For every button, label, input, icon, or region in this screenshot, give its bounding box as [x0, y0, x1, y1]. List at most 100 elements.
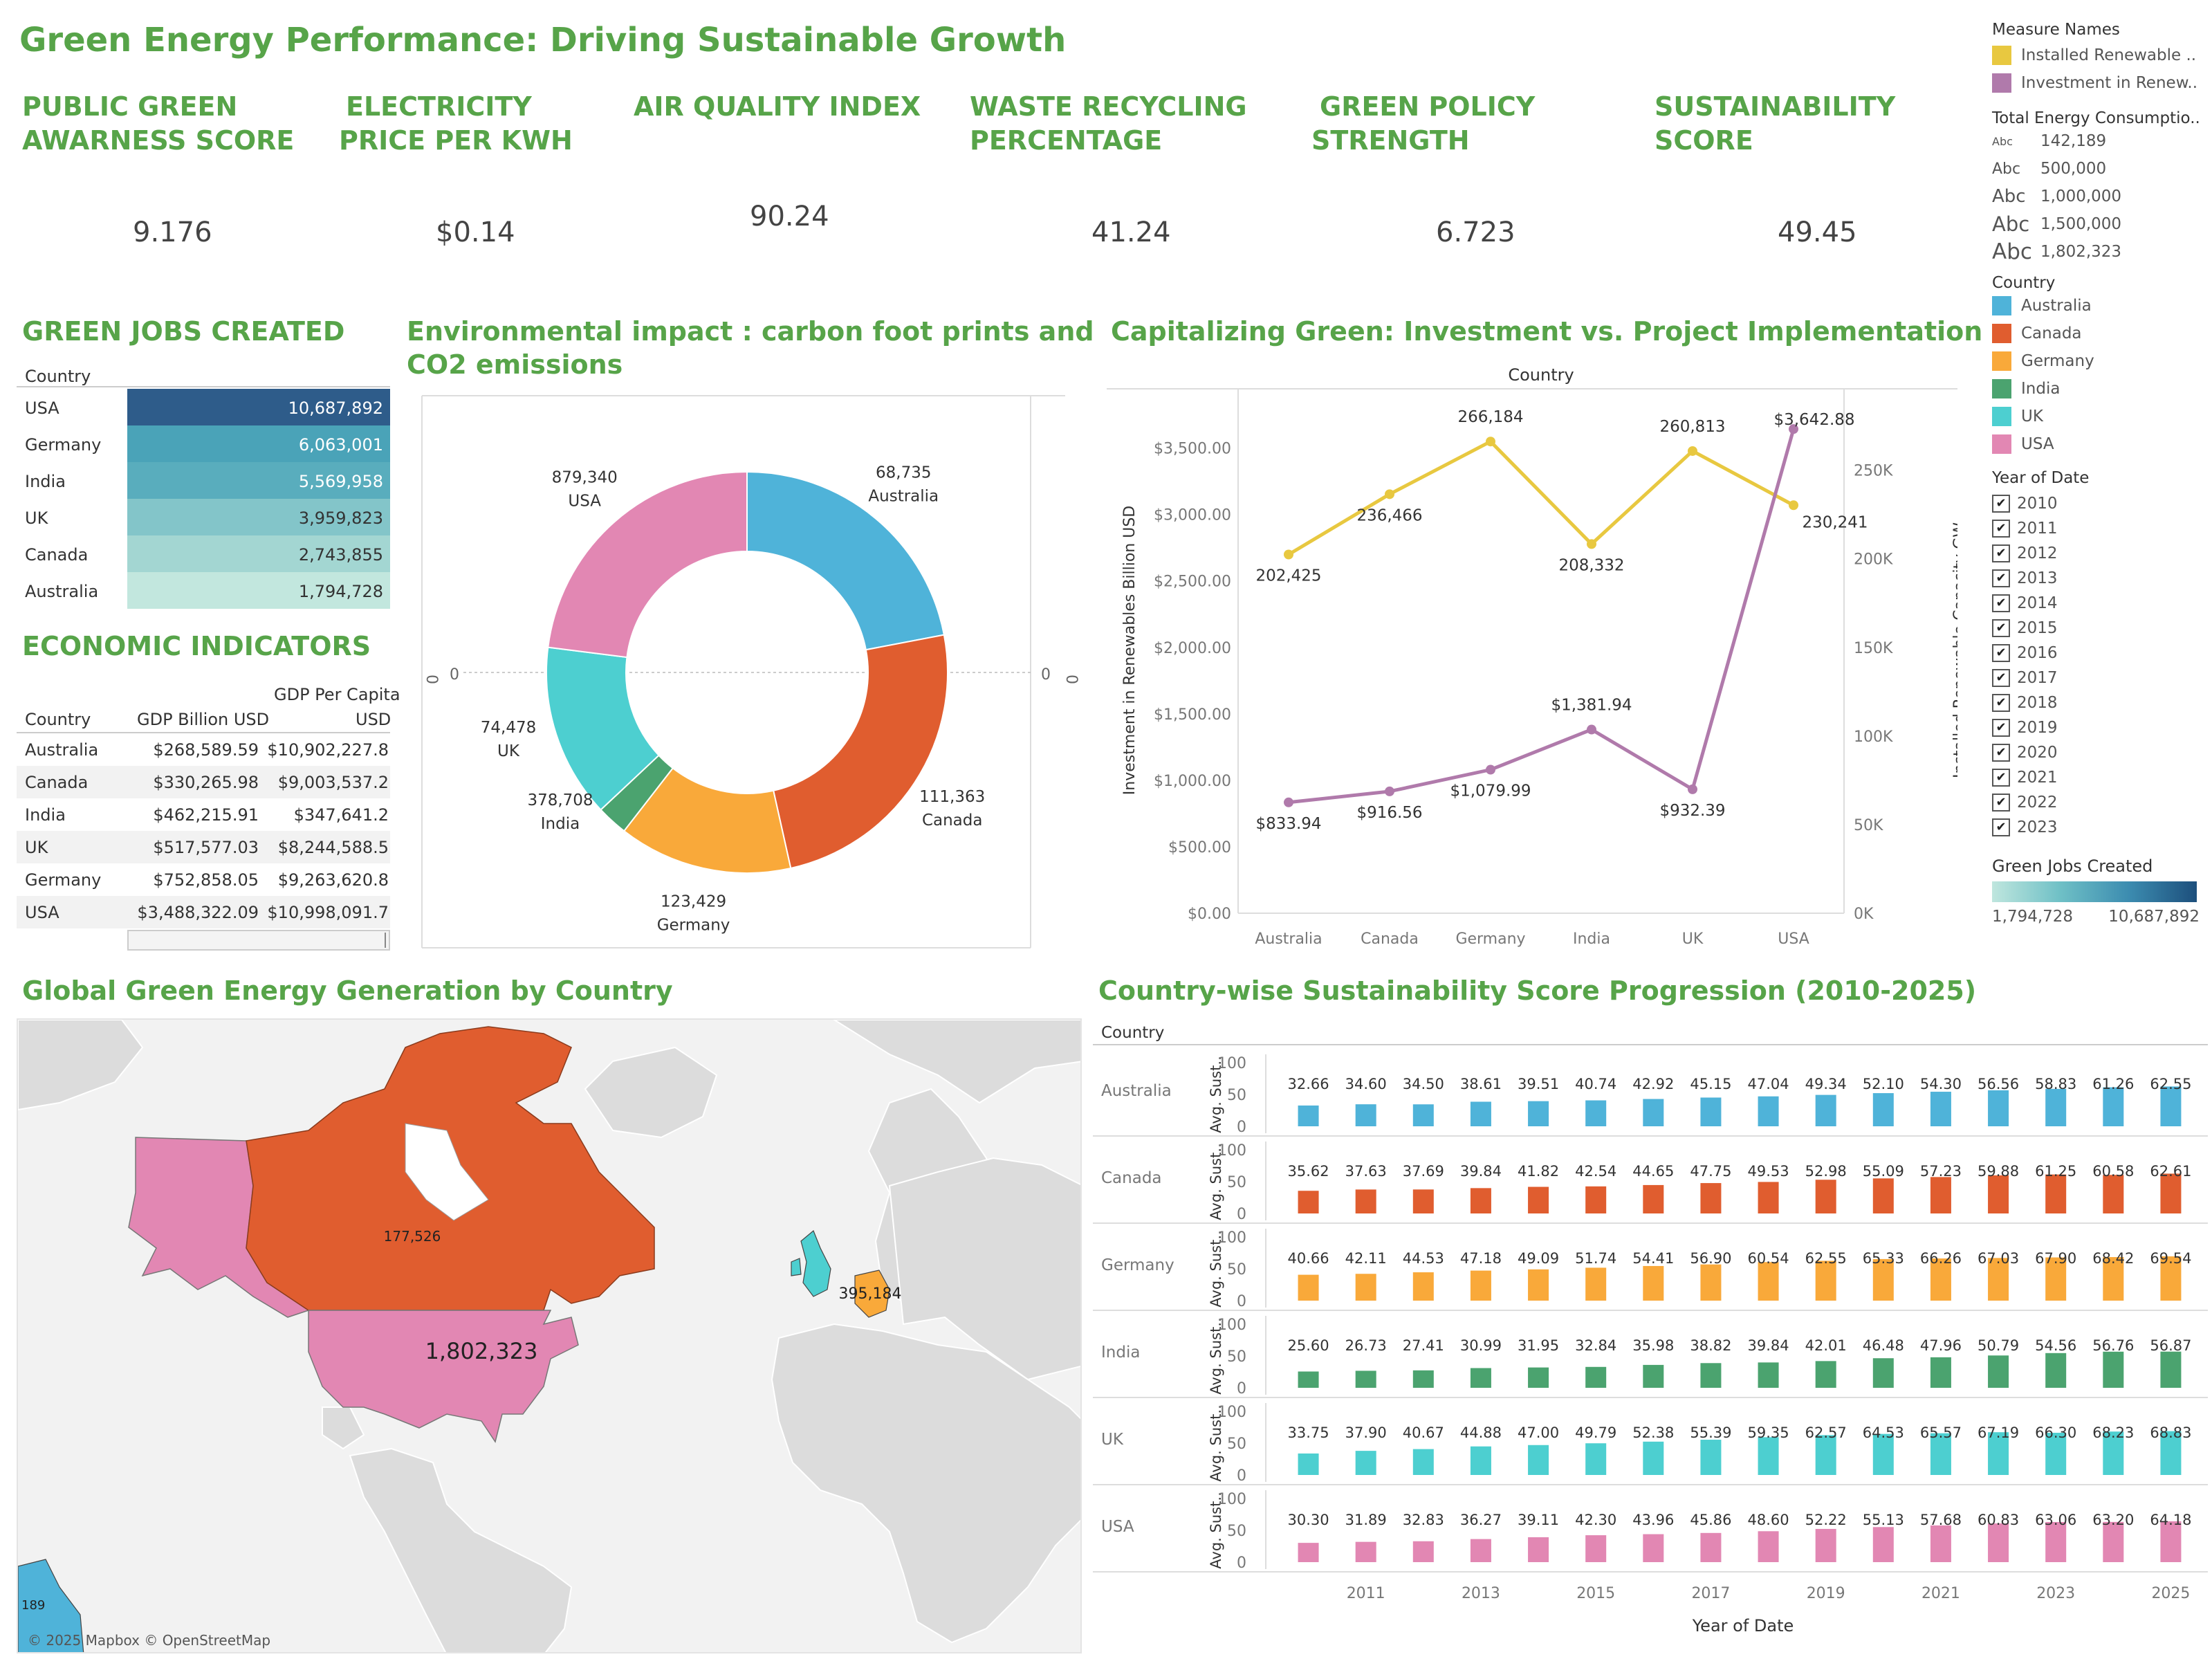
table-row[interactable]: UK $517,577.03 $8,244,588.5: [17, 831, 390, 863]
invest-right-tick: 250K: [1854, 463, 1893, 480]
scrollbar-thumb[interactable]: [385, 933, 386, 948]
progression-bar: [2045, 1174, 2067, 1213]
checkbox-icon[interactable]: ✔: [1992, 544, 2010, 562]
progression-bar: [1930, 1258, 1951, 1301]
year-filter-item[interactable]: ✔ 2015: [1992, 616, 2206, 641]
progression-bar-label: 34.60: [1345, 1076, 1387, 1092]
progression-bar-label: 67.19: [1978, 1424, 2019, 1441]
progression-bar-label: 47.96: [1920, 1337, 1962, 1354]
year-filter-label: 2023: [2017, 818, 2058, 836]
year-filter-item[interactable]: ✔ 2016: [1992, 641, 2206, 666]
year-filter-item[interactable]: ✔ 2010: [1992, 491, 2206, 516]
year-filter-item[interactable]: ✔ 2022: [1992, 790, 2206, 815]
year-filter-label: 2016: [2017, 644, 2058, 662]
map-australia[interactable]: [18, 1559, 84, 1653]
table-row[interactable]: UK 3,959,823: [17, 499, 390, 535]
checkbox-icon[interactable]: ✔: [1992, 569, 2010, 587]
table-row[interactable]: Canada $330,265.98 $9,003,537.2: [17, 766, 390, 798]
green-jobs-value: 10,687,892: [127, 389, 390, 425]
legend-country-uk[interactable]: UK: [1992, 403, 2206, 430]
map-view[interactable]: 177,526 1,802,323 395,184 189 © 2025 Map…: [17, 1018, 1082, 1653]
legend-country-india[interactable]: India: [1992, 375, 2206, 403]
legend-country-germany[interactable]: Germany: [1992, 347, 2206, 375]
table-row[interactable]: India $462,215.91 $347,641.2: [17, 798, 390, 831]
progression-y-tick: 0: [1237, 1380, 1246, 1397]
map-germany[interactable]: [854, 1270, 890, 1318]
progression-bar: [2160, 1086, 2182, 1126]
progression-bar-label: 62.55: [2150, 1076, 2191, 1092]
table-row[interactable]: India 5,569,958: [17, 462, 390, 499]
table-row[interactable]: Australia $268,589.59 $10,902,227.8: [17, 733, 390, 766]
map-title: Global Green Energy Generation by Countr…: [22, 975, 673, 1006]
economic-scrollbar[interactable]: [127, 930, 390, 951]
progression-bar-label: 66.30: [2035, 1424, 2076, 1441]
checkbox-icon[interactable]: ✔: [1992, 495, 2010, 513]
kpi-price-value: $0.14: [436, 217, 515, 248]
progression-bar-label: 40.67: [1403, 1424, 1444, 1441]
legend-energy-3[interactable]: Abc 1,000,000: [1992, 183, 2206, 210]
progression-bar: [1758, 1262, 1779, 1301]
legend-measure-investment[interactable]: Investment in Renew..: [1992, 69, 2206, 97]
progression-bar-label: 52.38: [1632, 1424, 1674, 1441]
map-attribution[interactable]: © 2025 Mapbox © OpenStreetMap: [28, 1632, 270, 1649]
year-filter-list[interactable]: ✔ 2010 ✔ 2011 ✔ 2012 ✔ 2013 ✔ 2014 ✔ 2015 ✔ 2016 ✔ 2017…: [1992, 491, 2206, 837]
year-filter-item[interactable]: ✔ 2014: [1992, 591, 2206, 616]
map-svg: 177,526 1,802,323 395,184 189 © 2025 Map…: [18, 1020, 1080, 1653]
checkbox-icon[interactable]: ✔: [1992, 794, 2010, 812]
invest-x-tick: India: [1573, 931, 1610, 948]
invest-data-label: $916.56: [1356, 804, 1422, 822]
legend-country-usa[interactable]: USA: [1992, 430, 2206, 458]
invest-left-tick: $3,000.00: [1154, 507, 1231, 524]
progression-bar-label: 59.35: [1748, 1424, 1789, 1441]
year-filter-item[interactable]: ✔ 2012: [1992, 541, 2206, 566]
year-filter-item[interactable]: ✔ 2013: [1992, 566, 2206, 591]
year-filter-item[interactable]: ✔ 2023: [1992, 815, 2206, 837]
checkbox-icon[interactable]: ✔: [1992, 520, 2010, 538]
table-row[interactable]: Australia 1,794,728: [17, 572, 390, 609]
legend-energy-1[interactable]: Abc 142,189: [1992, 127, 2206, 155]
year-filter-item[interactable]: ✔ 2017: [1992, 666, 2206, 690]
checkbox-icon[interactable]: ✔: [1992, 594, 2010, 612]
table-row[interactable]: Germany $752,858.05 $9,263,620.8: [17, 863, 390, 896]
kpi-air-value: 90.24: [750, 201, 829, 232]
measure-names-title: Measure Names: [1992, 21, 2120, 39]
year-filter-item[interactable]: ✔ 2018: [1992, 690, 2206, 715]
year-filter-item[interactable]: ✔ 2019: [1992, 715, 2206, 740]
donut-label-value: 879,340: [552, 469, 618, 487]
legend-energy-5[interactable]: Abc 1,802,323: [1992, 238, 2206, 266]
map-usa[interactable]: [308, 1310, 579, 1443]
invest-data-label: 230,241: [1802, 513, 1868, 531]
legend-country-australia[interactable]: Australia: [1992, 292, 2206, 320]
year-filter-item[interactable]: ✔ 2020: [1992, 740, 2206, 765]
progression-bar: [1298, 1543, 1319, 1562]
checkbox-icon[interactable]: ✔: [1992, 744, 2010, 762]
invest-right-tick: 100K: [1854, 728, 1893, 746]
checkbox-icon[interactable]: ✔: [1992, 719, 2010, 737]
progression-bar: [1412, 1104, 1434, 1126]
kpi-policy-value: 6.723: [1436, 217, 1515, 248]
table-row[interactable]: Canada 2,743,855: [17, 535, 390, 572]
legend-measure-installed[interactable]: Installed Renewable ..: [1992, 42, 2206, 69]
checkbox-icon[interactable]: ✔: [1992, 619, 2010, 637]
year-filter-item[interactable]: ✔ 2011: [1992, 516, 2206, 541]
year-filter-item[interactable]: ✔ 2021: [1992, 765, 2206, 790]
checkbox-icon[interactable]: ✔: [1992, 669, 2010, 687]
checkbox-icon[interactable]: ✔: [1992, 818, 2010, 836]
table-row[interactable]: Germany 6,063,001: [17, 425, 390, 462]
legend-energy-2[interactable]: Abc 500,000: [1992, 155, 2206, 183]
invest-x-tick: UK: [1682, 931, 1704, 948]
table-row[interactable]: USA $3,488,322.09 $10,998,091.7: [17, 896, 390, 928]
checkbox-icon[interactable]: ✔: [1992, 644, 2010, 662]
progression-bar-label: 30.30: [1288, 1512, 1329, 1528]
invest-point: [1486, 764, 1495, 775]
progression-bar-label: 32.83: [1403, 1512, 1444, 1528]
map-uk[interactable]: [800, 1230, 831, 1297]
progression-bar: [1930, 1357, 1951, 1388]
progression-bar-label: 49.09: [1518, 1250, 1559, 1267]
checkbox-icon[interactable]: ✔: [1992, 769, 2010, 787]
checkbox-icon[interactable]: ✔: [1992, 694, 2010, 712]
progression-bar: [1758, 1182, 1779, 1213]
legend-country-canada[interactable]: Canada: [1992, 320, 2206, 347]
legend-energy-4[interactable]: Abc 1,500,000: [1992, 210, 2206, 238]
table-row[interactable]: USA 10,687,892: [17, 389, 390, 425]
